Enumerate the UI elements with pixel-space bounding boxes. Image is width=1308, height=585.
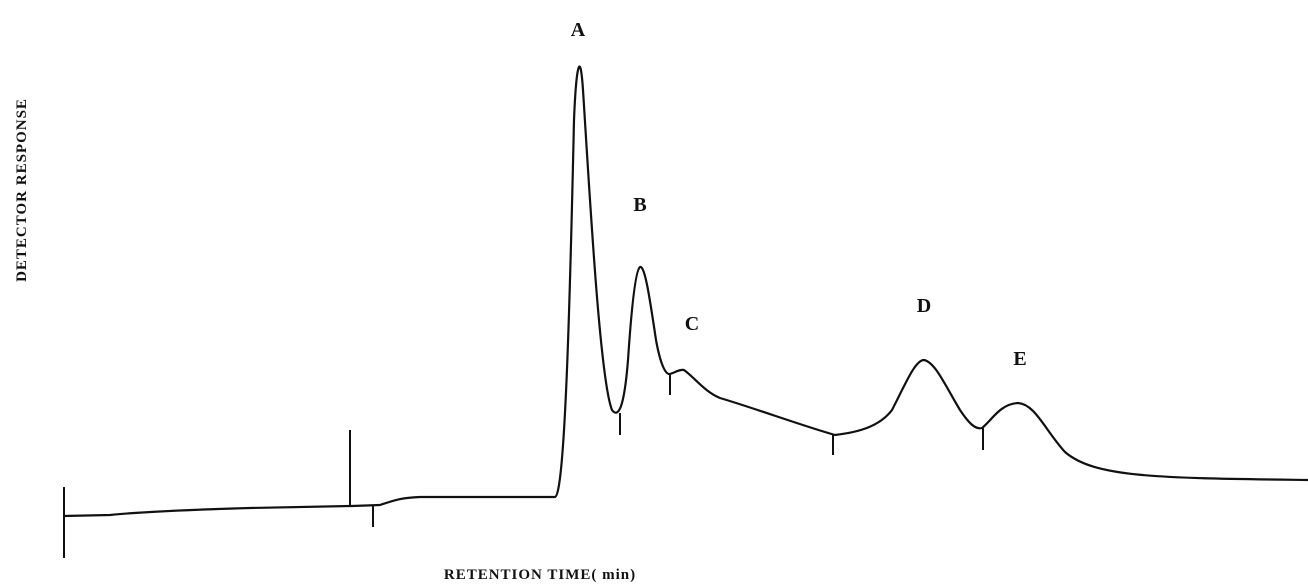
peak-label: A [571, 19, 586, 41]
x-axis-label: RETENTION TIME( min) [444, 567, 636, 583]
peak-label: C [685, 313, 699, 335]
trace [62, 65, 1308, 518]
y-axis-label: DETECTOR RESPONSE [14, 98, 30, 282]
peak-label: B [633, 194, 646, 216]
peak-label: D [917, 295, 931, 317]
peak-label: E [1013, 348, 1026, 370]
